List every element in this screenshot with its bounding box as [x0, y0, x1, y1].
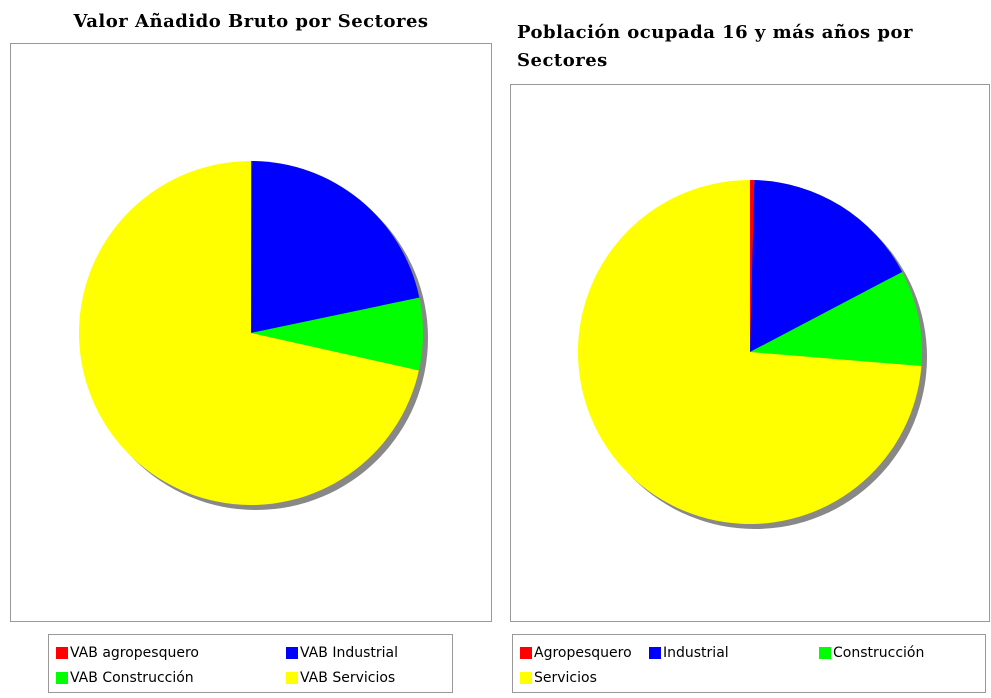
legend-swatch — [649, 647, 661, 659]
legend-label: Agropesquero — [534, 645, 632, 661]
legend-swatch — [520, 672, 532, 684]
legend-frame — [512, 634, 986, 693]
pie-slice — [251, 161, 253, 333]
pie-slice — [251, 297, 423, 371]
legend-label: VAB Construcción — [70, 670, 194, 686]
pie-slice — [251, 161, 420, 333]
pie-slice — [750, 271, 922, 367]
pie-slice — [750, 180, 903, 352]
legend-label: Servicios — [534, 670, 597, 686]
legend-swatch — [56, 672, 68, 684]
legend-label: Industrial — [663, 645, 729, 661]
legend-swatch — [520, 647, 532, 659]
chart-title: Población ocupada 16 y más años por Sect… — [517, 22, 914, 71]
chart-title: Valor Añadido Bruto por Sectores — [73, 11, 429, 32]
legend-swatch — [819, 647, 831, 659]
legend-label: VAB agropesquero — [70, 645, 199, 661]
legend-swatch — [56, 647, 68, 659]
legend-label: Construcción — [833, 645, 924, 661]
pie-slice — [578, 180, 922, 524]
pie-slice — [750, 180, 755, 352]
legend-swatch — [286, 647, 298, 659]
pie-slice — [78, 161, 419, 505]
legend-swatch — [286, 672, 298, 684]
legend-frame — [48, 634, 453, 693]
legend-label: VAB Servicios — [300, 670, 395, 686]
legend-label: VAB Industrial — [300, 645, 398, 661]
